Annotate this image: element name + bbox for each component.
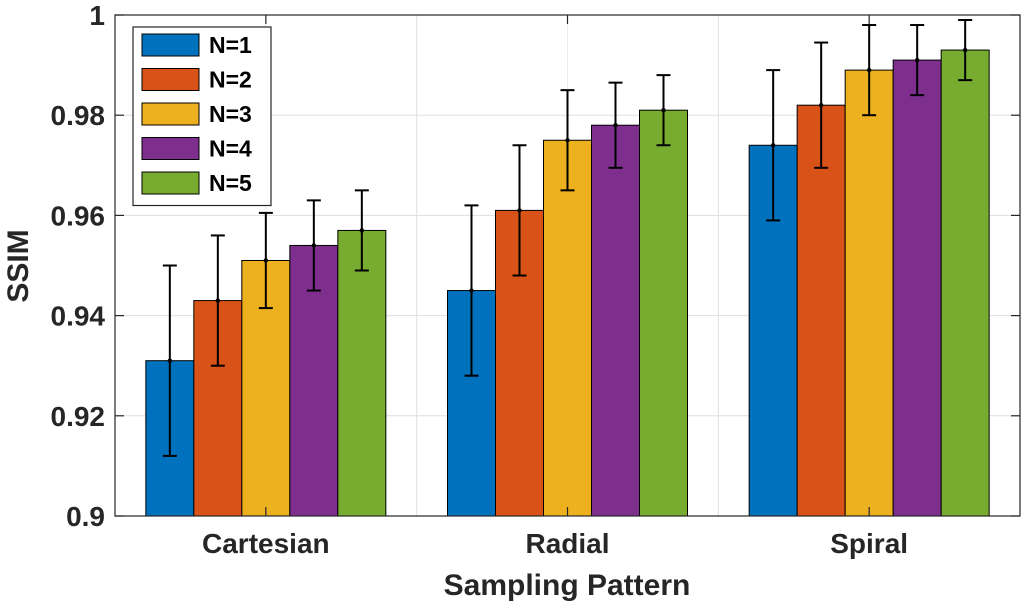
- errorbar-center-point: [359, 228, 365, 233]
- x-tick-label: Cartesian: [202, 528, 330, 559]
- bar: [940, 49, 990, 517]
- bar: [337, 229, 387, 517]
- y-tick-label: 0.98: [51, 100, 106, 131]
- errorbar-center-point: [661, 107, 666, 113]
- y-tick-label: 0.96: [51, 200, 106, 231]
- legend-swatch: [141, 137, 200, 160]
- bar: [639, 109, 688, 517]
- legend-label: N=1: [209, 32, 252, 58]
- errorbars-group: [162, 19, 973, 457]
- legend-label: N=5: [209, 170, 252, 196]
- y-tick-label: 0.92: [51, 401, 106, 432]
- errorbar-center-point: [962, 47, 968, 53]
- errorbar-center-point: [263, 258, 269, 263]
- y-tick-label: 0.94: [51, 301, 106, 332]
- y-axis-ticks: 0.9 0.92 0.94 0.96 0.98 1: [51, 0, 1020, 532]
- bar: [543, 139, 592, 517]
- bar: [892, 59, 942, 517]
- legend-swatch: [141, 68, 200, 91]
- legend-swatch: [141, 102, 200, 126]
- errorbar-center-point: [167, 358, 173, 363]
- bars-group: [145, 49, 990, 517]
- x-axis-ticks: Cartesian Radial Spiral: [202, 15, 908, 559]
- y-axis-title: SSIM: [2, 229, 35, 302]
- y-tick-label: 0.9: [66, 501, 105, 532]
- bar: [796, 104, 846, 517]
- errorbar-center-point: [770, 143, 776, 148]
- x-tick-label: Radial: [525, 528, 609, 559]
- errorbar-center-point: [215, 298, 221, 303]
- legend-label: N=3: [209, 101, 252, 127]
- errorbar-center-point: [565, 138, 570, 143]
- errorbar-center-point: [818, 102, 824, 108]
- bar: [591, 124, 640, 517]
- bar: [844, 69, 894, 517]
- errorbar-center-point: [914, 57, 920, 63]
- legend-label: N=2: [209, 67, 252, 93]
- errorbar-center-point: [613, 123, 618, 128]
- legend-label: N=4: [209, 136, 252, 162]
- errorbar-center-point: [517, 208, 522, 213]
- x-axis-title: Sampling Pattern: [444, 569, 691, 602]
- errorbar-center-point: [311, 243, 317, 248]
- x-tick-label: Spiral: [830, 528, 908, 559]
- errorbar-center-point: [469, 288, 474, 293]
- legend-swatch: [141, 33, 200, 57]
- legend: N=1 N=2 N=3 N=4 N=5: [132, 26, 272, 207]
- errorbar-center-point: [866, 67, 872, 73]
- y-tick-label: 1: [89, 0, 105, 31]
- legend-swatch: [141, 171, 200, 195]
